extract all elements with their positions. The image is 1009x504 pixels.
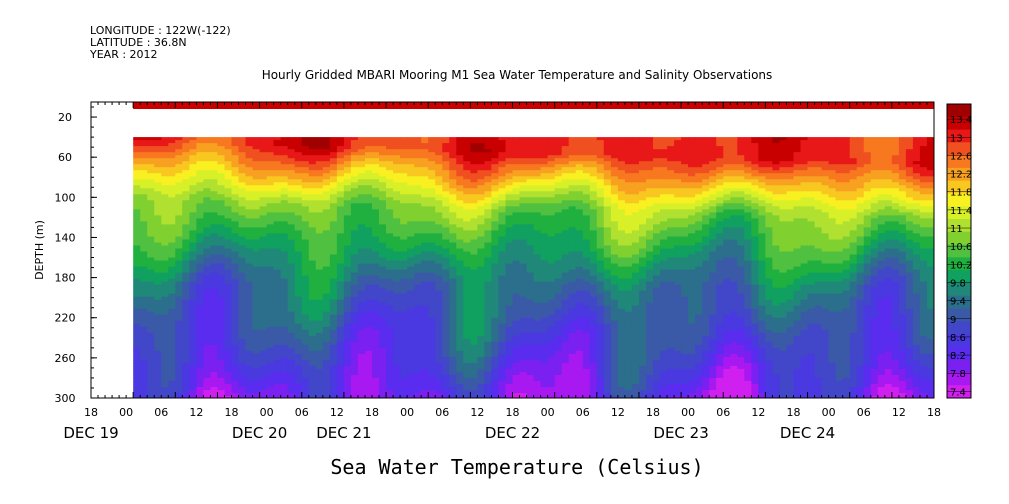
colorbar-tick-label: 11.4	[950, 206, 972, 217]
colorbar-tick-label: 11.8	[950, 188, 972, 199]
x-tick-label: 06	[576, 406, 590, 419]
y-tick-label: 180	[55, 272, 76, 285]
colorbar-segment	[947, 257, 971, 271]
colorbar-segment	[947, 244, 971, 258]
x-tick-label: 00	[681, 406, 695, 419]
x-day-label: DEC 21	[316, 424, 371, 442]
colorbar-tick-label: 12.2	[950, 170, 972, 181]
x-day-label: DEC 20	[232, 424, 287, 442]
colorbar-tick-label: 9.8	[950, 278, 966, 289]
x-tick-label: 06	[716, 406, 730, 419]
x-tick-label: 18	[787, 406, 801, 419]
y-tick-label: 20	[58, 111, 72, 124]
colorbar-tick-label: 8.2	[950, 351, 966, 362]
x-tick-label: 00	[260, 406, 274, 419]
colorbar-segment	[947, 385, 971, 399]
colorbar-segment	[947, 129, 971, 143]
x-axis: 18 00 06 12 18 00 06 12 18 00 06 12 18 00 06 12 18 00 06 12…	[63, 102, 941, 442]
colorbar-tick-label: 9	[950, 315, 956, 326]
x-tick-label: 12	[751, 406, 765, 419]
x-tick-label: 18	[225, 406, 239, 419]
y-axis-title: DEPTH (m)	[33, 220, 46, 280]
x-axis-title: Sea Water Temperature (Celsius)	[330, 455, 704, 479]
surface-band	[133, 102, 934, 110]
colorbar-frame	[946, 103, 972, 399]
chart-title: Hourly Gridded MBARI Mooring M1 Sea Wate…	[261, 68, 773, 82]
colorbar-tick-label: 11	[950, 224, 963, 235]
colorbar-segment	[947, 334, 971, 348]
x-tick-label: 00	[541, 406, 555, 419]
colorbar-tick-label: 13.4	[950, 115, 972, 126]
colorbar-tick-label: 8.6	[950, 333, 966, 344]
x-tick-label: 18	[84, 406, 98, 419]
y-tick-label: 60	[58, 151, 72, 164]
x-tick-label: 12	[470, 406, 484, 419]
x-tick-label: 06	[154, 406, 168, 419]
y-tick-label: 300	[55, 392, 76, 405]
y-axis: 20 60 100 140 180 220 260 300	[55, 106, 97, 405]
year-label: YEAR : 2012	[90, 48, 158, 61]
x-tick-label: 06	[435, 406, 449, 419]
colorbar-segment	[947, 372, 971, 386]
x-tick-label: 00	[119, 406, 133, 419]
y-tick-label: 220	[55, 312, 76, 325]
x-day-label: DEC 23	[653, 424, 708, 442]
longitude-label: LONGITUDE : 122W(-122)	[90, 24, 231, 37]
colorbar-tick-label: 13	[950, 133, 963, 144]
colorbar-tick-label: 7.4	[950, 387, 966, 398]
y-tick-label: 140	[55, 231, 76, 244]
colorbar-segment	[947, 359, 971, 373]
x-tick-label: 12	[330, 406, 344, 419]
colorbar-segment	[947, 193, 971, 207]
x-tick-label: 06	[295, 406, 309, 419]
colorbar-segment	[947, 321, 971, 335]
x-day-label: DEC 19	[63, 424, 118, 442]
colorbar-segment	[947, 155, 971, 169]
colorbar-segment	[947, 295, 971, 309]
x-tick-label: 06	[857, 406, 871, 419]
plot-area	[133, 102, 934, 398]
colorbar-segment	[947, 283, 971, 297]
y-tick-label: 260	[55, 352, 76, 365]
colorbar-segment	[947, 206, 971, 220]
x-tick-label: 12	[611, 406, 625, 419]
latitude-label: LATITUDE : 36.8N	[90, 36, 187, 49]
colorbar-segment	[947, 104, 971, 118]
colorbar-segment	[947, 231, 971, 246]
x-tick-label: 18	[646, 406, 660, 419]
x-day-label: DEC 24	[780, 424, 835, 442]
colorbar-segment	[947, 308, 971, 322]
colorbar-tick-label: 10.6	[950, 242, 972, 253]
colorbar-segment	[947, 219, 971, 233]
colorbar-segment	[947, 142, 971, 156]
y-tick-label: 100	[55, 191, 76, 204]
colorbar-tick-label: 7.8	[950, 369, 966, 380]
x-tick-label: 18	[365, 406, 379, 419]
colorbar-segment	[947, 346, 971, 361]
colorbar-segment	[947, 116, 971, 131]
colorbar: 13.4 13 12.6 12.2 11.8 11.4 11 10.6 10.2 9.8 9.4 9 8…	[946, 103, 972, 399]
x-tick-label: 12	[189, 406, 203, 419]
colorbar-segment	[947, 270, 971, 284]
colorbar-tick-label: 10.2	[950, 260, 972, 271]
colorbar-segment	[947, 180, 971, 194]
x-tick-label: 00	[822, 406, 836, 419]
colorbar-segment	[947, 167, 971, 182]
x-tick-label: 18	[506, 406, 520, 419]
colorbar-tick-label: 9.4	[950, 297, 966, 308]
colorbar-tick-label: 12.6	[950, 151, 972, 162]
x-tick-label: 00	[400, 406, 414, 419]
x-day-label: DEC 22	[485, 424, 540, 442]
x-tick-label: 18	[927, 406, 941, 419]
x-tick-label: 12	[892, 406, 906, 419]
